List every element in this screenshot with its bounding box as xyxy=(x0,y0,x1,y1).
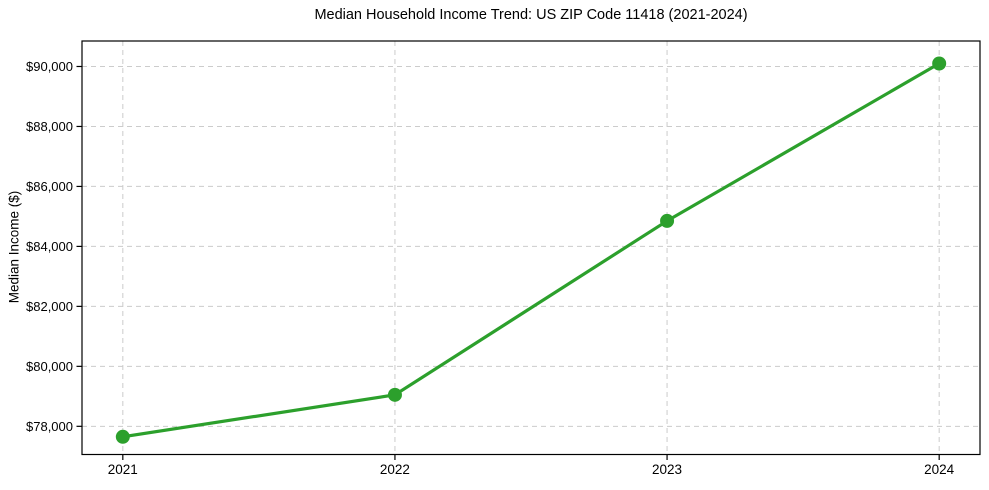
x-tick-label: 2023 xyxy=(652,462,682,477)
y-tick-label: $82,000 xyxy=(26,299,73,314)
y-tick-label: $84,000 xyxy=(26,239,73,254)
y-tick-label: $78,000 xyxy=(26,419,73,434)
data-point-2023 xyxy=(660,213,675,228)
x-tick-label: 2022 xyxy=(380,462,410,477)
data-point-2024 xyxy=(932,56,947,71)
y-tick-label: $80,000 xyxy=(26,359,73,374)
chart-title: Median Household Income Trend: US ZIP Co… xyxy=(314,7,748,23)
data-point-2021 xyxy=(115,429,130,444)
y-tick-label: $90,000 xyxy=(26,59,73,74)
trend-line xyxy=(121,61,941,439)
x-tick-label: 2021 xyxy=(108,462,138,477)
y-tick-label: $88,000 xyxy=(26,119,73,134)
x-tick-label: 2024 xyxy=(924,462,955,477)
y-tick-label: $86,000 xyxy=(26,179,73,194)
data-point-2022 xyxy=(387,387,402,402)
plot-border xyxy=(81,40,981,456)
